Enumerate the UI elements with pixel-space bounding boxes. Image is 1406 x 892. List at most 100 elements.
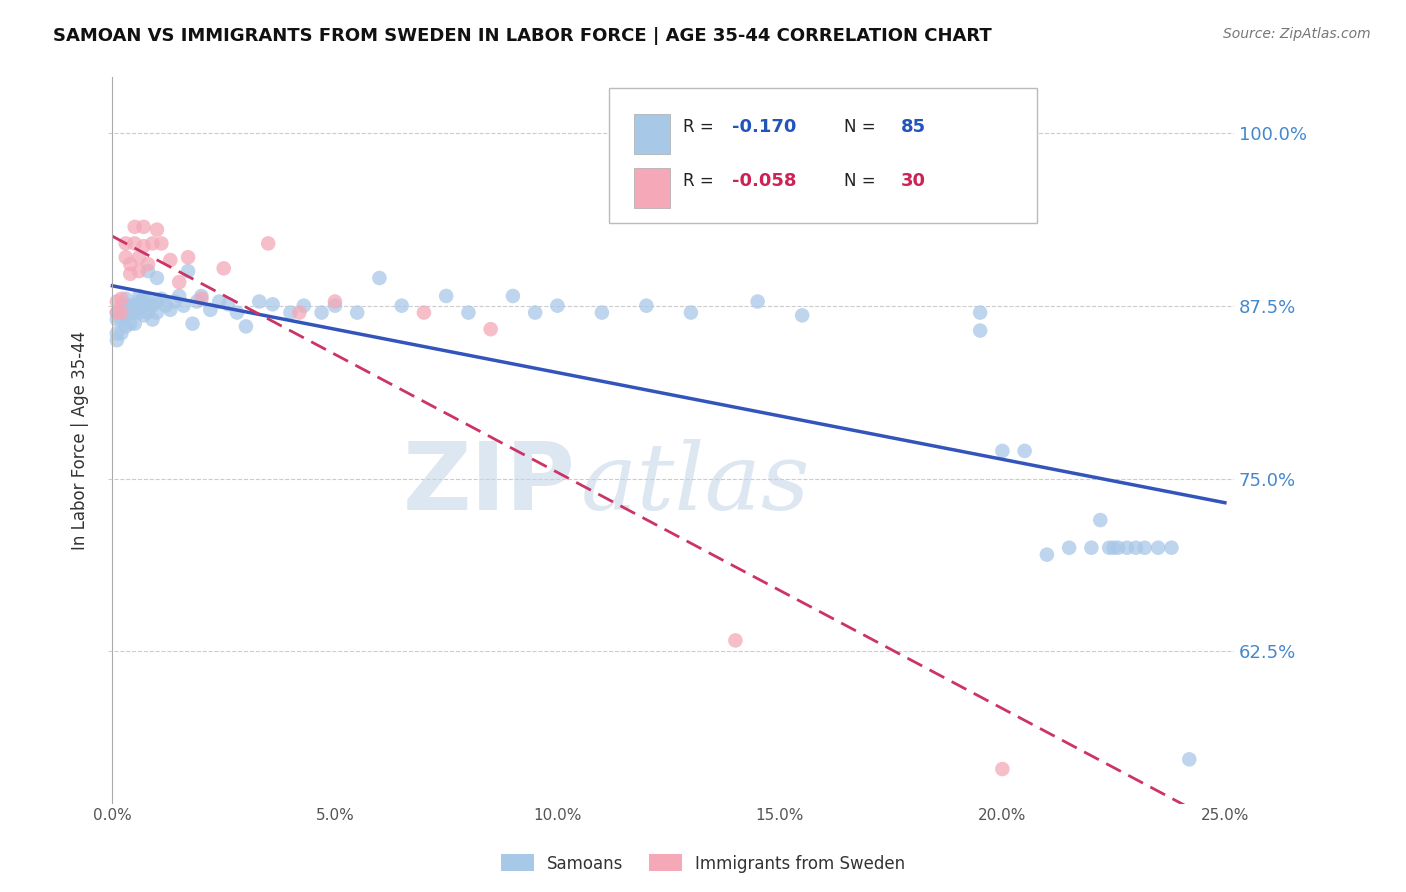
Point <box>636 299 658 313</box>
Point <box>200 302 222 317</box>
Point <box>323 299 346 313</box>
Point <box>969 305 991 319</box>
Point <box>155 299 177 313</box>
Point <box>1116 541 1139 555</box>
Point <box>524 305 547 319</box>
Point <box>167 289 190 303</box>
Point <box>124 305 146 319</box>
Point <box>132 219 155 234</box>
FancyBboxPatch shape <box>609 88 1036 223</box>
Point <box>128 294 150 309</box>
Y-axis label: In Labor Force | Age 35-44: In Labor Force | Age 35-44 <box>72 331 89 550</box>
Point <box>105 305 128 319</box>
Point <box>1036 548 1059 562</box>
Point <box>136 257 159 271</box>
Text: R =: R = <box>683 172 720 190</box>
Point <box>124 317 146 331</box>
Point <box>1014 443 1036 458</box>
Point <box>991 443 1014 458</box>
Point <box>136 264 159 278</box>
Bar <box>634 169 669 208</box>
Point <box>177 264 200 278</box>
Point <box>105 305 128 319</box>
Point <box>114 292 136 306</box>
Point <box>124 219 146 234</box>
Point <box>150 292 173 306</box>
Text: atlas: atlas <box>581 439 810 529</box>
Point <box>280 305 302 319</box>
Point <box>132 239 155 253</box>
Point <box>110 305 132 319</box>
Point <box>368 271 391 285</box>
Point <box>177 250 200 264</box>
Bar <box>634 114 669 153</box>
Text: SAMOAN VS IMMIGRANTS FROM SWEDEN IN LABOR FORCE | AGE 35-44 CORRELATION CHART: SAMOAN VS IMMIGRANTS FROM SWEDEN IN LABO… <box>53 27 993 45</box>
Point <box>186 294 208 309</box>
Text: R =: R = <box>683 118 720 136</box>
Point <box>434 289 457 303</box>
Point <box>546 299 568 313</box>
Point <box>262 297 284 311</box>
Point <box>146 222 169 236</box>
Point <box>217 297 239 311</box>
Point <box>120 299 142 313</box>
Point <box>110 292 132 306</box>
Point <box>212 261 235 276</box>
Point <box>181 317 204 331</box>
Point <box>1133 541 1156 555</box>
Point <box>110 305 132 319</box>
Point <box>120 317 142 331</box>
Point <box>163 294 186 309</box>
Point <box>323 294 346 309</box>
Point <box>146 271 169 285</box>
Legend: Samoans, Immigrants from Sweden: Samoans, Immigrants from Sweden <box>494 847 912 880</box>
Point <box>457 305 479 319</box>
Point <box>136 305 159 319</box>
Point <box>128 250 150 264</box>
Point <box>105 326 128 341</box>
Point <box>132 309 155 323</box>
Text: ZIP: ZIP <box>402 438 575 530</box>
Point <box>114 319 136 334</box>
Point <box>114 250 136 264</box>
Point <box>991 762 1014 776</box>
Point <box>110 299 132 313</box>
Text: 30: 30 <box>901 172 925 190</box>
Point <box>146 305 169 319</box>
Text: N =: N = <box>844 118 882 136</box>
Point <box>591 305 613 319</box>
Point <box>1098 541 1121 555</box>
Point <box>391 299 413 313</box>
Point <box>969 324 991 338</box>
Point <box>110 312 132 326</box>
Point <box>1178 752 1201 766</box>
Point <box>1125 541 1147 555</box>
Point <box>124 299 146 313</box>
Point <box>747 294 769 309</box>
Point <box>120 267 142 281</box>
Point <box>110 326 132 341</box>
Point <box>679 305 702 319</box>
Point <box>146 294 169 309</box>
Text: -0.170: -0.170 <box>731 118 796 136</box>
Point <box>132 299 155 313</box>
Point <box>502 289 524 303</box>
Point <box>114 299 136 313</box>
Point <box>292 299 315 313</box>
Point <box>1090 513 1112 527</box>
Point <box>1160 541 1182 555</box>
Text: -0.058: -0.058 <box>731 172 796 190</box>
Point <box>924 192 946 206</box>
Point <box>128 264 150 278</box>
Point <box>247 294 270 309</box>
Point <box>1057 541 1080 555</box>
Point <box>141 312 163 326</box>
Point <box>1107 541 1129 555</box>
Point <box>479 322 502 336</box>
Point <box>114 305 136 319</box>
Point <box>880 194 903 209</box>
Point <box>132 292 155 306</box>
Point <box>792 309 814 323</box>
Point <box>128 289 150 303</box>
Point <box>226 305 249 319</box>
